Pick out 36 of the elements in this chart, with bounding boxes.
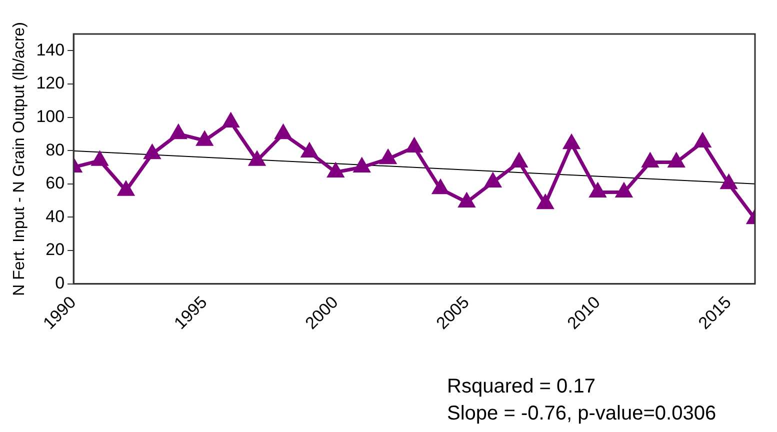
point bbox=[538, 195, 554, 210]
point bbox=[642, 154, 658, 168]
point bbox=[720, 175, 737, 190]
point bbox=[328, 163, 344, 178]
point bbox=[223, 114, 239, 128]
point bbox=[354, 158, 370, 172]
point bbox=[118, 182, 134, 196]
y-tick-label: 140 bbox=[36, 40, 65, 60]
text: Rsquared = 0.17 bbox=[447, 376, 596, 398]
y-tick-label: 80 bbox=[46, 140, 65, 160]
point bbox=[511, 154, 527, 168]
point bbox=[302, 144, 318, 158]
point bbox=[564, 135, 580, 150]
point bbox=[380, 150, 396, 164]
y-tick-label: 20 bbox=[46, 240, 65, 260]
point bbox=[406, 138, 422, 153]
y-tick-label: 100 bbox=[36, 106, 65, 126]
point bbox=[92, 152, 108, 166]
text: Slope = -0.76, p-value=0.0306 bbox=[447, 402, 716, 425]
point bbox=[275, 125, 292, 140]
y-tick-label: 40 bbox=[46, 206, 65, 226]
point bbox=[616, 183, 632, 198]
y-tick-label: 120 bbox=[36, 74, 65, 93]
point bbox=[170, 125, 186, 140]
point bbox=[196, 132, 212, 146]
point bbox=[590, 183, 606, 198]
point bbox=[144, 145, 160, 160]
point bbox=[458, 193, 475, 208]
y-tick-label: 60 bbox=[46, 174, 65, 193]
y-axis-title: N Fert. Input - N Grain Output (lb/acre) bbox=[11, 22, 28, 296]
point bbox=[249, 152, 265, 166]
y-tick-label: 0 bbox=[55, 274, 65, 293]
point bbox=[694, 134, 710, 148]
point bbox=[432, 180, 448, 194]
point bbox=[668, 154, 684, 168]
point bbox=[485, 173, 501, 188]
